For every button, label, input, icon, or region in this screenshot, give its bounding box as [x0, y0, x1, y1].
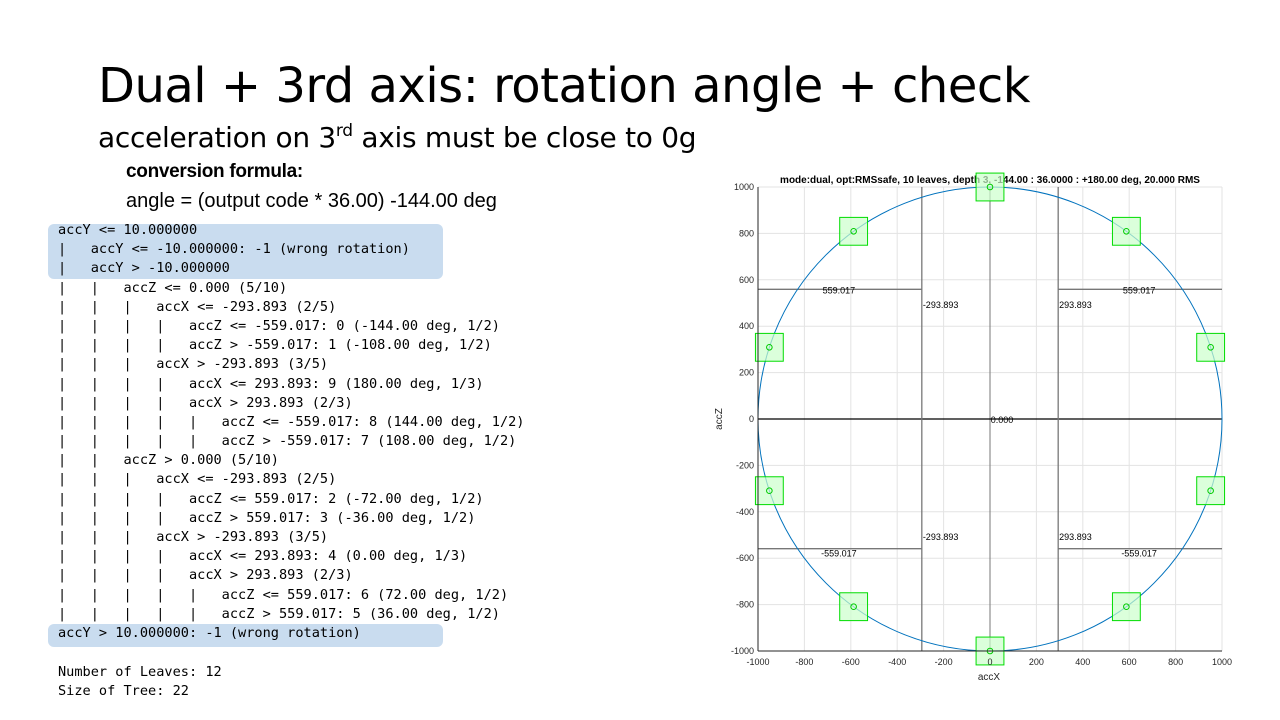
split-label: -293.893 [923, 532, 959, 542]
x-tick-label: -200 [935, 657, 953, 667]
split-label: 559.017 [1123, 285, 1156, 295]
x-tick-label: -1000 [746, 657, 769, 667]
x-tick-label: 400 [1075, 657, 1090, 667]
tree-line: | | accZ <= 0.000 (5/10) [58, 279, 288, 296]
y-tick-label: -200 [736, 460, 754, 470]
subtitle-text-end: axis must be close to 0g [352, 121, 697, 154]
tolerance-box [1111, 216, 1141, 246]
tree-line: | | | | accZ <= 559.017: 2 (-72.00 deg, … [58, 490, 484, 507]
tolerance-box [975, 172, 1005, 202]
x-tick-label: -800 [795, 657, 813, 667]
tree-size: Size of Tree: 22 [58, 683, 189, 700]
y-tick-label: 0 [749, 414, 754, 424]
data-point [1207, 487, 1214, 494]
tree-line: | | | | accX > 293.893 (2/3) [58, 394, 353, 411]
data-point [850, 603, 857, 610]
highlight-wrong-rotation-top [48, 224, 443, 279]
tolerance-box [839, 592, 869, 622]
tolerance-box [1196, 476, 1226, 506]
y-tick-label: 800 [739, 228, 754, 238]
tree-line: | accY <= -10.000000: -1 (wrong rotation… [58, 241, 410, 258]
x-tick-label: -600 [842, 657, 860, 667]
tree-line: | | | | accX <= 293.893: 9 (180.00 deg, … [58, 375, 484, 392]
data-point [850, 228, 857, 235]
tree-line: | | | | | accZ <= 559.017: 6 (72.00 deg,… [58, 586, 509, 603]
slide-subtitle: acceleration on 3rd axis must be close t… [98, 116, 696, 160]
y-tick-label: 1000 [734, 182, 754, 192]
y-tick-label: 600 [739, 275, 754, 285]
split-label: -293.893 [923, 300, 959, 310]
tree-line: | | | | accZ <= -559.017: 0 (-144.00 deg… [58, 317, 500, 334]
split-label: -559.017 [821, 549, 857, 559]
y-tick-label: -400 [736, 507, 754, 517]
data-point [766, 344, 773, 351]
tree-line: | | | | | accZ <= -559.017: 8 (144.00 de… [58, 413, 525, 430]
split-label: 293.893 [1059, 300, 1092, 310]
x-tick-label: 1000 [1212, 657, 1232, 667]
x-tick-label: 600 [1122, 657, 1137, 667]
formula-heading: conversion formula: [126, 161, 303, 182]
split-label: 293.893 [1059, 532, 1092, 542]
tolerance-box [839, 216, 869, 246]
x-axis-label: accX [978, 672, 1001, 683]
tree-line: | | | accX > -293.893 (3/5) [58, 529, 329, 545]
data-point [986, 183, 994, 191]
data-point [1123, 603, 1130, 610]
tree-line: | | | accX <= -293.893 (2/5) [58, 298, 337, 315]
data-point [766, 487, 773, 494]
tree-line: | | | | accX > 293.893 (2/3) [58, 567, 353, 584]
tree-line: accY > 10.000000: -1 (wrong rotation) [58, 624, 361, 641]
x-tick-label: 0 [987, 657, 992, 667]
tree-line: accY <= 10.000000 [58, 222, 198, 238]
tree-line: | | | | accX <= 293.893: 4 (0.00 deg, 1/… [58, 548, 468, 565]
split-label: -559.017 [1121, 549, 1157, 559]
decision-tree: accY <= 10.000000 | accY <= -10.000000: -… [58, 221, 525, 643]
y-axis-label: accZ [714, 408, 725, 430]
y-tick-label: -800 [736, 600, 754, 610]
tolerance-box [1111, 592, 1141, 622]
x-tick-label: -400 [888, 657, 906, 667]
y-tick-label: 200 [739, 368, 754, 378]
x-tick-label: 200 [1029, 657, 1044, 667]
subtitle-superscript: rd [335, 121, 353, 141]
data-point [1207, 344, 1214, 351]
tree-line: | | | | accZ > 559.017: 3 (-36.00 deg, 1… [58, 509, 476, 526]
scatter-chart: mode:dual, opt:RMSsafe, 10 leaves, depth… [714, 172, 1232, 683]
tree-line: | | | accX <= -293.893 (2/5) [58, 471, 337, 488]
data-point [1123, 228, 1130, 235]
tolerance-box [754, 332, 784, 362]
formula-text: angle = (output code * 36.00) -144.00 de… [126, 190, 497, 212]
y-tick-label: 400 [739, 321, 754, 331]
tree-line: | | accZ > 0.000 (5/10) [58, 452, 279, 469]
slide-title: Dual + 3rd axis: rotation angle + check [98, 58, 1031, 114]
tolerance-box [754, 476, 784, 506]
subtitle-text-start: acceleration on 3 [98, 121, 336, 154]
highlight-wrong-rotation-bottom [48, 624, 443, 647]
split-label: 0.000 [991, 415, 1014, 425]
tree-line: | | | | accZ > -559.017: 1 (-108.00 deg,… [58, 337, 492, 354]
leaves-count: Number of Leaves: 12 [58, 664, 222, 680]
y-tick-label: -1000 [731, 646, 754, 656]
tree-line: | | | | | accZ > 559.017: 5 (36.00 deg, … [58, 605, 500, 622]
tree-line: | | | accX > -293.893 (3/5) [58, 356, 329, 373]
tree-stats: Number of Leaves: 12 Size of Tree: 22 [58, 663, 222, 701]
tree-line: | | | | | accZ > -559.017: 7 (108.00 deg… [58, 433, 517, 450]
tolerance-box [1196, 332, 1226, 362]
y-tick-label: -600 [736, 553, 754, 563]
split-label: 559.017 [823, 285, 856, 295]
x-tick-label: 800 [1168, 657, 1183, 667]
tree-line: | accY > -10.000000 [58, 260, 230, 277]
